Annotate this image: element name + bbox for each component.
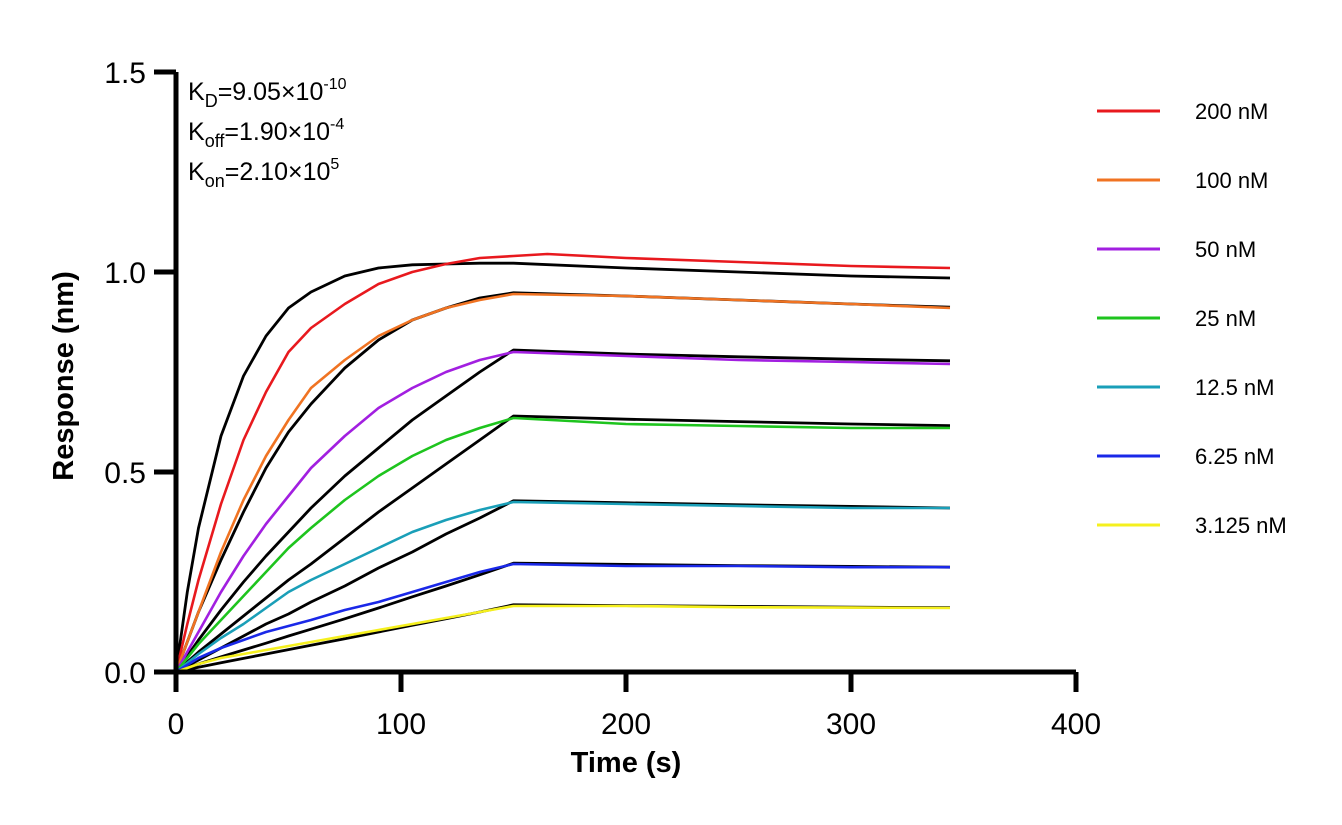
- x-tick-label: 100: [376, 708, 426, 741]
- x-tick-label: 300: [826, 708, 876, 741]
- series-line-3: [174, 350, 951, 673]
- kinetic-constant: Koff=1.90×10-4: [188, 116, 344, 151]
- fit-curves-layer: [174, 261, 951, 674]
- y-tick-label: 1.5: [104, 57, 146, 90]
- y-tick-label: 1.0: [104, 257, 146, 290]
- legend-label: 12.5 nM: [1195, 375, 1275, 400]
- series-line-2: [174, 292, 951, 673]
- ticks-layer: 0 100 200 300 400 0.0 0.5 1.0 1.5: [104, 57, 1101, 741]
- series-line-4: [174, 416, 950, 673]
- legend-label: 3.125 nM: [1195, 513, 1287, 538]
- y-tick-label: 0.5: [104, 457, 146, 490]
- fit-curve-6: [175, 561, 951, 674]
- fit-curve-1: [174, 261, 951, 673]
- legend-label: 50 nM: [1195, 237, 1256, 262]
- fit-curve-7: [175, 603, 951, 674]
- x-tick-label: 0: [168, 708, 185, 741]
- series-line-5: [175, 500, 950, 674]
- fit-curve-4: [175, 414, 951, 674]
- series-line-6: [175, 562, 950, 674]
- y-axis-title: Response (nm): [48, 271, 80, 480]
- kinetic-constant: KD=9.05×10-10: [188, 76, 347, 111]
- fit-curve-3: [174, 348, 951, 673]
- legend: 200 nM 100 nM 50 nM 25 nM 12.5 nM 6.25 nM 3.12…: [1097, 99, 1287, 538]
- legend-label: 200 nM: [1195, 99, 1268, 124]
- series-layer: [174, 252, 951, 674]
- kinetic-constants-annotation: KD=9.05×10-10 Koff=1.90×10-4 Kon=2.10×105: [188, 76, 347, 191]
- legend-label: 25 nM: [1195, 306, 1256, 331]
- x-axis-title: Time (s): [571, 747, 682, 779]
- y-tick-label: 0.0: [104, 657, 146, 690]
- legend-label: 6.25 nM: [1195, 444, 1275, 469]
- kinetic-constant: Kon=2.10×105: [188, 156, 339, 191]
- legend-label: 100 nM: [1195, 168, 1268, 193]
- x-tick-label: 400: [1051, 708, 1101, 741]
- x-tick-label: 200: [601, 708, 651, 741]
- series-line-7: [175, 604, 951, 674]
- series-line-1: [174, 252, 951, 673]
